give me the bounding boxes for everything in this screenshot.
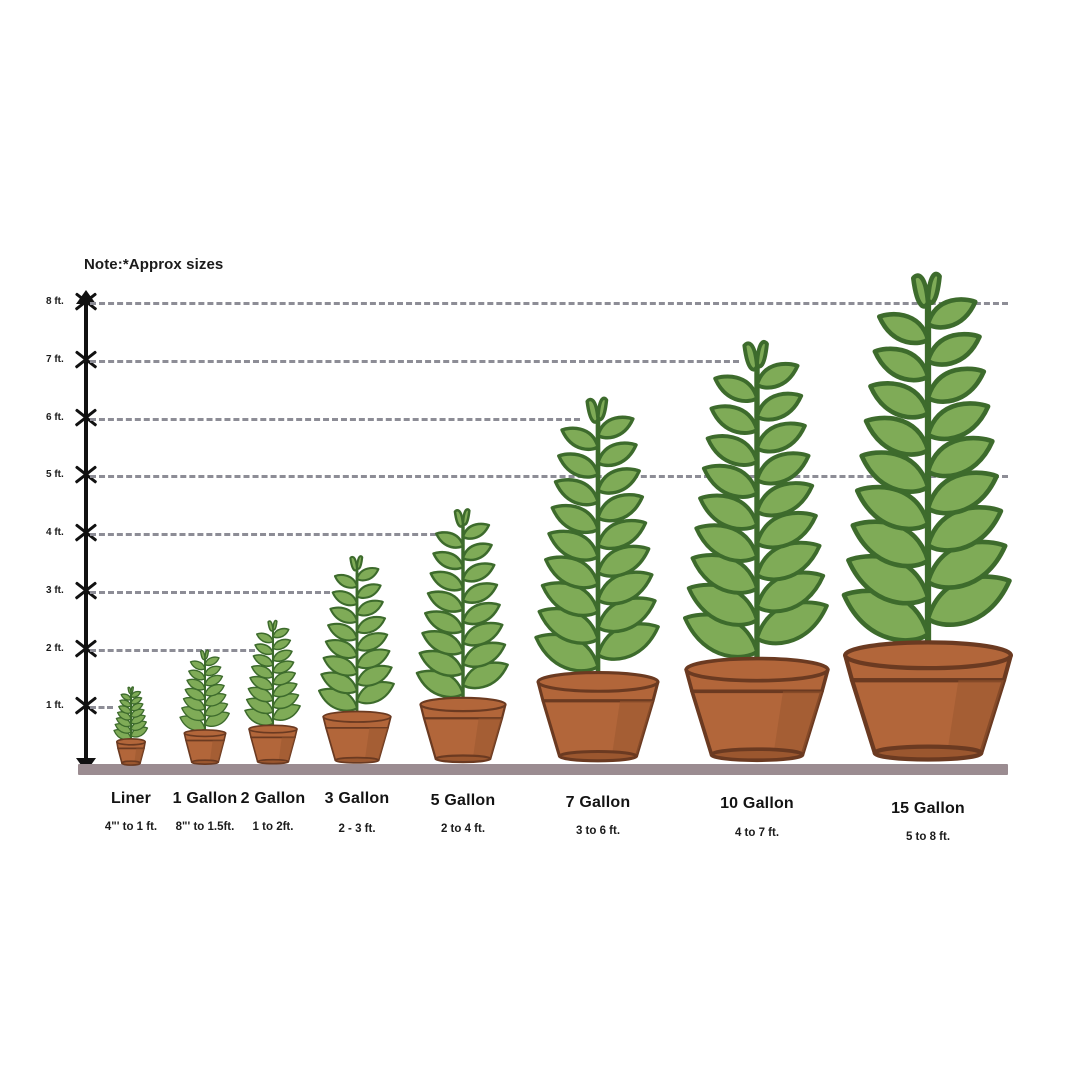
plant-1-gallon [172,646,238,766]
foliage [113,686,149,743]
foliage [179,649,230,735]
caption-2-gallon: 2 Gallon 1 to 2ft. [241,790,306,833]
plant-5-gallon [409,502,517,766]
pot [183,729,227,765]
gridline-5ft [90,475,1008,479]
height-range-label: 4"' to 1 ft. [104,821,158,833]
foliage [415,508,509,708]
size-label: 3 Gallon [324,790,390,807]
height-range-label: 3 to 6 ft. [575,825,621,837]
size-label: 1 Gallon [172,790,238,807]
height-range-label: 2 to 4 ft. [440,823,486,835]
ground-bar [78,764,1008,775]
pot [843,640,1013,762]
plant-10-gallon [677,330,837,766]
gridline-6ft [90,417,580,421]
foliage [244,619,301,732]
size-label: 2 Gallon [240,790,306,807]
height-range-label: 8"' to 1.5ft. [175,821,235,833]
foliage [317,555,395,720]
plant-7-gallon [528,388,668,766]
foliage [683,340,829,675]
plant-3-gallon [311,550,403,766]
pot [684,656,830,763]
pot [248,724,298,765]
gridline-3ft [90,590,339,594]
caption-liner: Liner 4"' to 1 ft. [105,790,157,833]
caption-3-gallon: 3 Gallon 2 - 3 ft. [325,790,390,835]
caption-15-gallon: 15 Gallon 5 to 8 ft. [891,800,965,843]
gridline-7ft [90,359,739,363]
note-text: Note:*Approx sizes [84,256,224,273]
pot [536,671,660,763]
gridline-1ft [90,706,113,710]
foliage [841,271,1012,662]
gridline-4ft [90,533,445,536]
caption-5-gallon: 5 Gallon 2 to 4 ft. [431,792,496,835]
plant-15-gallon [836,260,1020,766]
caption-1-gallon: 1 Gallon 8"' to 1.5ft. [173,790,238,833]
size-label: 7 Gallon [565,794,631,811]
size-label: 15 Gallon [891,800,965,817]
caption-7-gallon: 7 Gallon 3 to 6 ft. [566,794,631,837]
height-range-label: 1 to 2ft. [252,821,294,833]
size-label: Liner [110,790,152,807]
gridline-8ft [90,302,1008,305]
pot [116,738,146,766]
gridline-2ft [90,648,255,652]
pot [322,710,392,764]
height-range-label: 5 to 8 ft. [905,831,951,843]
foliage [534,396,660,687]
size-label: 5 Gallon [430,792,496,809]
pot [419,696,507,764]
plant-liner [106,684,156,766]
plant-2-gallon [237,616,309,766]
size-label: 10 Gallon [720,795,794,812]
height-range-label: 4 to 7 ft. [734,827,780,839]
caption-10-gallon: 10 Gallon 4 to 7 ft. [720,795,794,839]
height-range-label: 2 - 3 ft. [338,823,376,835]
